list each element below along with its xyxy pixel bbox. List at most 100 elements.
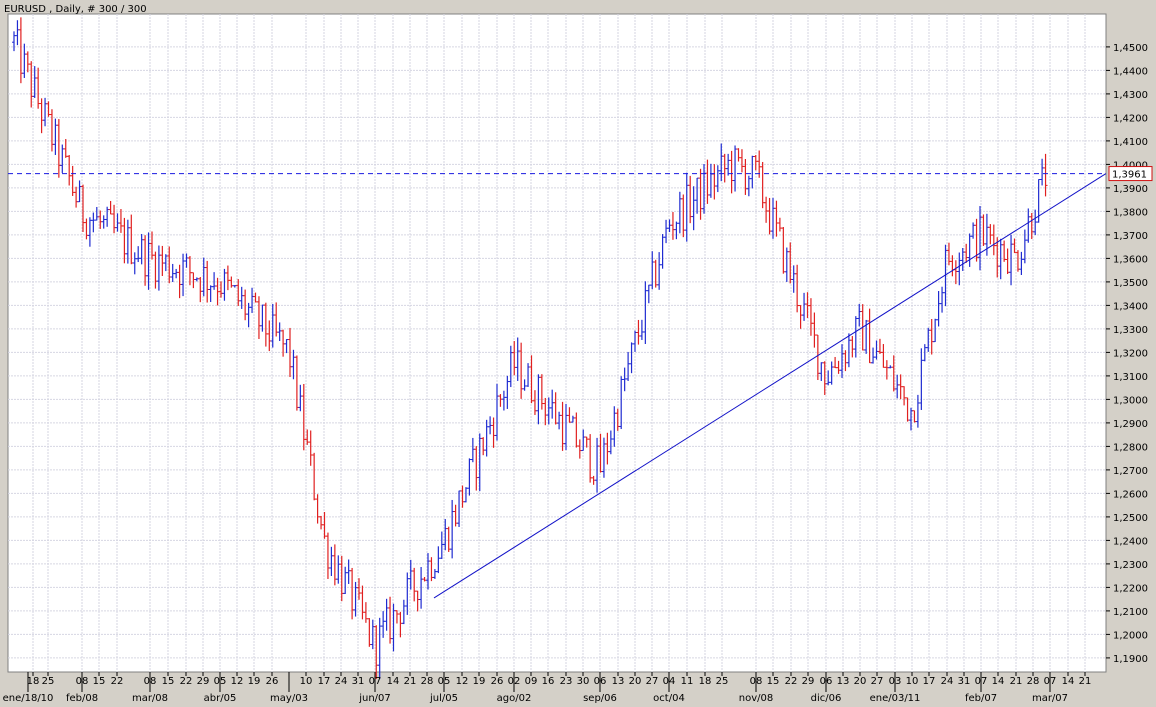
price-axis: 1,45001,44001,43001,42001,41001,40001,39…	[1106, 43, 1153, 665]
x-day-label: 25	[716, 676, 729, 687]
x-month-label: jun/07	[358, 693, 391, 704]
x-day-label: 31	[958, 676, 971, 687]
x-day-label: 20	[629, 676, 642, 687]
x-month-label: ene/03/11	[870, 693, 921, 704]
x-month-label: ago/02	[497, 693, 532, 704]
x-day-label: 13	[612, 676, 625, 687]
x-month-label: may/03	[270, 693, 308, 704]
x-month-label: ene/18/10	[3, 693, 54, 704]
x-day-label: 19	[248, 676, 261, 687]
current-price-box	[1108, 166, 1153, 182]
x-day-label: 31	[352, 676, 365, 687]
y-tick-label: 1,2200	[1113, 583, 1148, 594]
y-tick-label: 1,2100	[1113, 607, 1148, 618]
x-day-label: 18	[699, 676, 712, 687]
y-tick-label: 1,4100	[1113, 137, 1148, 148]
x-day-label: 22	[180, 676, 193, 687]
y-tick-label: 1,4400	[1113, 66, 1148, 77]
y-tick-label: 1,1900	[1113, 654, 1148, 665]
x-day-label: 09	[525, 676, 538, 687]
y-tick-label: 1,2000	[1113, 630, 1148, 641]
y-tick-label: 1,2300	[1113, 560, 1148, 571]
x-day-label: 17	[923, 676, 936, 687]
ohlc-bar	[1043, 153, 1048, 197]
x-day-label: 30	[577, 676, 590, 687]
x-day-label: 12	[231, 676, 244, 687]
time-axis: 18 25 08 15 22 08 15 22 29 05 12 19 26 10 17 24 31 07 14 21…	[3, 672, 1092, 704]
y-tick-label: 1,3900	[1113, 184, 1148, 195]
y-tick-label: 1,3200	[1113, 348, 1148, 359]
x-day-label: 15	[162, 676, 175, 687]
y-tick-label: 1,4300	[1113, 90, 1148, 101]
x-day-label: 15	[767, 676, 780, 687]
x-day-label: 21	[1079, 676, 1092, 687]
x-day-label: 16	[542, 676, 555, 687]
x-day-label: 15	[93, 676, 106, 687]
y-tick-label: 1,3700	[1113, 231, 1148, 242]
chart-title: EURUSD , Daily, # 300 / 300	[4, 4, 147, 15]
plot-area[interactable]	[7, 13, 1107, 673]
y-tick-label: 1,3600	[1113, 254, 1148, 265]
y-tick-label: 1,2800	[1113, 442, 1148, 453]
price-bars	[12, 17, 1048, 680]
x-month-label: abr/05	[204, 693, 237, 704]
x-day-label: 10	[300, 676, 313, 687]
x-day-label: 17	[318, 676, 331, 687]
x-day-label: 26	[266, 676, 279, 687]
x-day-label: 10	[906, 676, 919, 687]
y-tick-label: 1,3500	[1113, 278, 1148, 289]
y-tick-label: 1,3400	[1113, 301, 1148, 312]
x-month-label: mar/08	[132, 693, 168, 704]
y-tick-label: 1,2900	[1113, 419, 1148, 430]
x-day-label: 13	[837, 676, 850, 687]
x-day-label: 29	[197, 676, 210, 687]
x-day-label: 26	[491, 676, 504, 687]
x-day-label: 22	[785, 676, 798, 687]
x-day-label: 22	[111, 676, 124, 687]
y-tick-label: 1,3000	[1113, 395, 1148, 406]
x-day-label: 27	[646, 676, 659, 687]
y-tick-label: 1,2600	[1113, 489, 1148, 500]
x-day-label: 19	[473, 676, 486, 687]
x-day-label: 14	[1062, 676, 1075, 687]
x-day-label: 24	[941, 676, 954, 687]
x-day-label: 23	[560, 676, 573, 687]
x-day-label: 14	[387, 676, 400, 687]
y-tick-label: 1,3800	[1113, 207, 1148, 218]
x-day-label: 11	[681, 676, 694, 687]
x-month-label: oct/04	[653, 693, 685, 704]
x-day-label: 25	[42, 676, 55, 687]
y-tick-label: 1,2400	[1113, 536, 1148, 547]
x-month-label: mar/07	[1032, 693, 1068, 704]
x-month-label: nov/08	[739, 693, 773, 704]
trendline[interactable]	[433, 173, 1107, 599]
drawn-lines[interactable]	[8, 173, 1107, 599]
y-tick-label: 1,4500	[1113, 43, 1148, 54]
grid	[8, 14, 1106, 672]
x-day-label: 21	[1010, 676, 1023, 687]
x-day-label: 14	[992, 676, 1005, 687]
x-month-label: sep/06	[583, 693, 617, 704]
x-day-label: 29	[802, 676, 815, 687]
y-tick-label: 1,3100	[1113, 372, 1148, 383]
x-month-label: dic/06	[811, 693, 842, 704]
x-day-label: 18	[27, 676, 40, 687]
y-tick-label: 1,4200	[1113, 113, 1148, 124]
x-day-label: 24	[335, 676, 348, 687]
x-month-label: jul/05	[429, 693, 458, 704]
current-price-label: 1,3961	[1112, 170, 1147, 181]
x-month-label: feb/07	[965, 693, 997, 704]
x-day-label: 12	[456, 676, 469, 687]
x-day-label: 27	[871, 676, 884, 687]
x-day-label: 21	[404, 676, 417, 687]
x-month-label: feb/08	[66, 693, 98, 704]
y-tick-label: 1,2500	[1113, 513, 1148, 524]
x-day-label: 20	[854, 676, 867, 687]
y-tick-label: 1,3300	[1113, 325, 1148, 336]
x-day-label: 28	[1027, 676, 1040, 687]
y-tick-label: 1,4000	[1113, 160, 1148, 171]
y-tick-label: 1,2700	[1113, 466, 1148, 477]
x-day-label: 28	[421, 676, 434, 687]
